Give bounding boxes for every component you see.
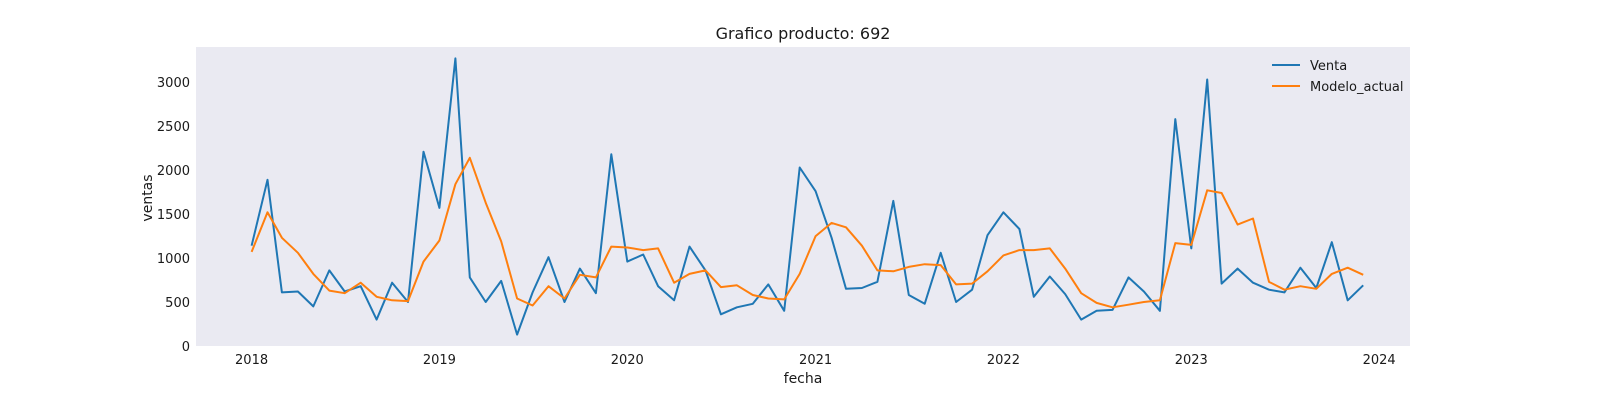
y-axis-label: ventas — [140, 174, 156, 221]
chart-title: Grafico producto: 692 — [716, 24, 891, 43]
series-line-venta — [250, 57, 1364, 336]
series-line-modelo-actual — [250, 156, 1364, 309]
x-tick-label: 2023 — [1175, 353, 1208, 368]
x-tick-label: 2018 — [235, 353, 268, 368]
x-axis-label: fecha — [784, 371, 823, 387]
plot-area — [196, 47, 1410, 346]
legend-label-modelo-actual: Modelo_actual — [1310, 80, 1404, 95]
y-tick-label: 500 — [165, 296, 190, 311]
y-tick-label: 2000 — [157, 164, 190, 179]
legend-label-venta: Venta — [1310, 59, 1347, 74]
y-tick-label: 1000 — [157, 252, 190, 267]
y-tick-label: 0 — [182, 340, 190, 355]
y-tick-label: 2500 — [157, 120, 190, 135]
x-tick-label: 2020 — [611, 353, 644, 368]
x-tick-label: 2022 — [987, 353, 1020, 368]
x-tick-label: 2021 — [799, 353, 832, 368]
y-axis: 0 500 1000 1500 2000 2500 3000 — [157, 76, 190, 355]
x-axis: 2018 2019 2020 2021 2022 2023 2024 — [235, 353, 1396, 368]
legend: Venta Modelo_actual — [1272, 59, 1404, 95]
y-tick-label: 3000 — [157, 76, 190, 91]
series-lines — [250, 57, 1364, 336]
x-tick-label: 2019 — [423, 353, 456, 368]
x-tick-label: 2024 — [1363, 353, 1396, 368]
y-tick-label: 1500 — [157, 208, 190, 223]
